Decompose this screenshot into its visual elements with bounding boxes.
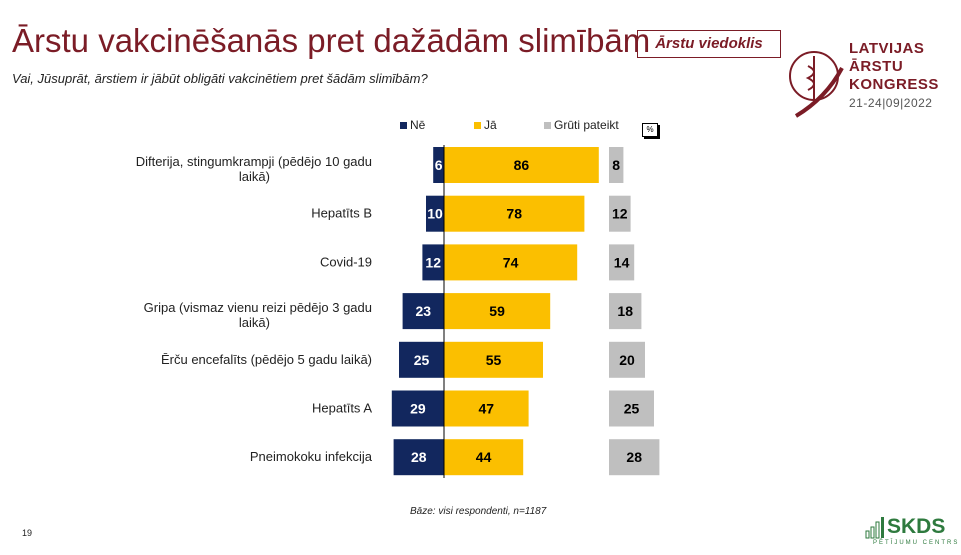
bar-ne-label: 10 (427, 206, 443, 222)
bar-ne-label: 12 (425, 254, 441, 270)
bar-ja-label: 44 (476, 449, 492, 465)
bar-gruti-label: 18 (617, 303, 633, 319)
bar-ne-label: 23 (416, 303, 432, 319)
bar-gruti-label: 25 (624, 401, 640, 417)
category-label: Covid-19 (320, 254, 372, 269)
bar-gruti (609, 341, 645, 378)
percent-unit-icon: % (642, 123, 658, 137)
bar-gruti-label: 20 (619, 352, 635, 368)
legend-label: Grūti pateikt (554, 118, 619, 132)
bar-ja (444, 244, 578, 281)
legend-ne: Nē (400, 118, 425, 132)
bar-ja-label: 74 (503, 254, 519, 270)
logo-dates: 21-24|09|2022 (849, 96, 933, 110)
bar-gruti (609, 439, 660, 476)
legend-swatch (474, 122, 481, 129)
bar-ne (393, 439, 444, 476)
legend-swatch (400, 122, 407, 129)
bar-ne-label: 29 (410, 401, 426, 417)
bar-gruti (609, 390, 654, 427)
bar-ja (444, 341, 543, 378)
bar-ne (426, 195, 444, 232)
category-label: Ērču encefalīts (pēdējo 5 gadu laikā) (161, 352, 372, 367)
brand-name: SKDS (887, 515, 946, 538)
congress-logo: LATVIJAS ĀRSTU KONGRESS 21-24|09|2022 (786, 38, 956, 118)
bar-gruti (609, 195, 631, 232)
bar-gruti (609, 244, 635, 281)
bar-ne-label: 25 (414, 352, 430, 368)
legend-label: Nē (410, 118, 426, 132)
bar-ja-label: 55 (486, 352, 502, 368)
bar-ja-label: 47 (479, 401, 495, 417)
base-note: Bāze: visi respondenti, n=1187 (410, 506, 547, 517)
bar-ja-label: 59 (489, 303, 505, 319)
bar-ne (391, 390, 444, 427)
caduceus-icon (789, 51, 844, 118)
logo-line2: ĀRSTU (849, 58, 904, 75)
bar-ja (444, 439, 524, 476)
legend-gruti: Grūti pateikt (544, 118, 619, 132)
category-label: Difterija, stingumkrampji (pēdējo 10 gad… (136, 154, 372, 184)
logo-line3: KONGRESS (849, 76, 939, 93)
bar-gruti-label: 28 (626, 449, 642, 465)
bar-ja (444, 390, 529, 427)
bar-gruti-label: 14 (614, 254, 630, 270)
bar-gruti (609, 293, 642, 330)
bars-logo-icon (865, 517, 884, 539)
survey-question: Vai, Jūsuprāt, ārstiem ir jābūt obligāti… (12, 71, 428, 86)
legend-ja: Jā (474, 118, 497, 132)
bar-gruti-label: 12 (612, 206, 628, 222)
bar-ne-label: 6 (435, 157, 443, 173)
bar-ja-label: 78 (506, 206, 522, 222)
logo-line1: LATVIJAS (849, 40, 925, 57)
legend-swatch (544, 122, 551, 129)
category-label: Pneimokoku infekcija (250, 449, 373, 464)
bar-ja (444, 293, 551, 330)
page-number: 19 (22, 528, 33, 538)
bar-ja (444, 195, 585, 232)
category-label: Hepatīts B (311, 206, 372, 221)
page-title: Ārstu vakcinēšanās pret dažādām slimībām (12, 22, 651, 59)
brand-subtitle: PĒTĪJUMU CENTRS (873, 540, 960, 546)
bar-ne (433, 147, 444, 183)
bar-ne (402, 293, 444, 330)
bar-gruti-label: 8 (612, 157, 620, 173)
skds-logo: SKDS PĒTĪJUMU CENTRS (865, 515, 960, 555)
bar-gruti (609, 147, 624, 183)
bar-ne-label: 28 (411, 449, 427, 465)
category-label: Hepatīts A (312, 401, 372, 416)
bar-ja (444, 147, 599, 183)
category-label: Gripa (vismaz vienu reizi pēdējo 3 gadu l… (144, 300, 372, 330)
bar-ne (422, 244, 444, 281)
audience-badge: Ārstu viedoklis (637, 30, 781, 58)
legend-label: Jā (484, 118, 497, 132)
bar-ja-label: 86 (514, 157, 530, 173)
bar-ne (399, 341, 444, 378)
